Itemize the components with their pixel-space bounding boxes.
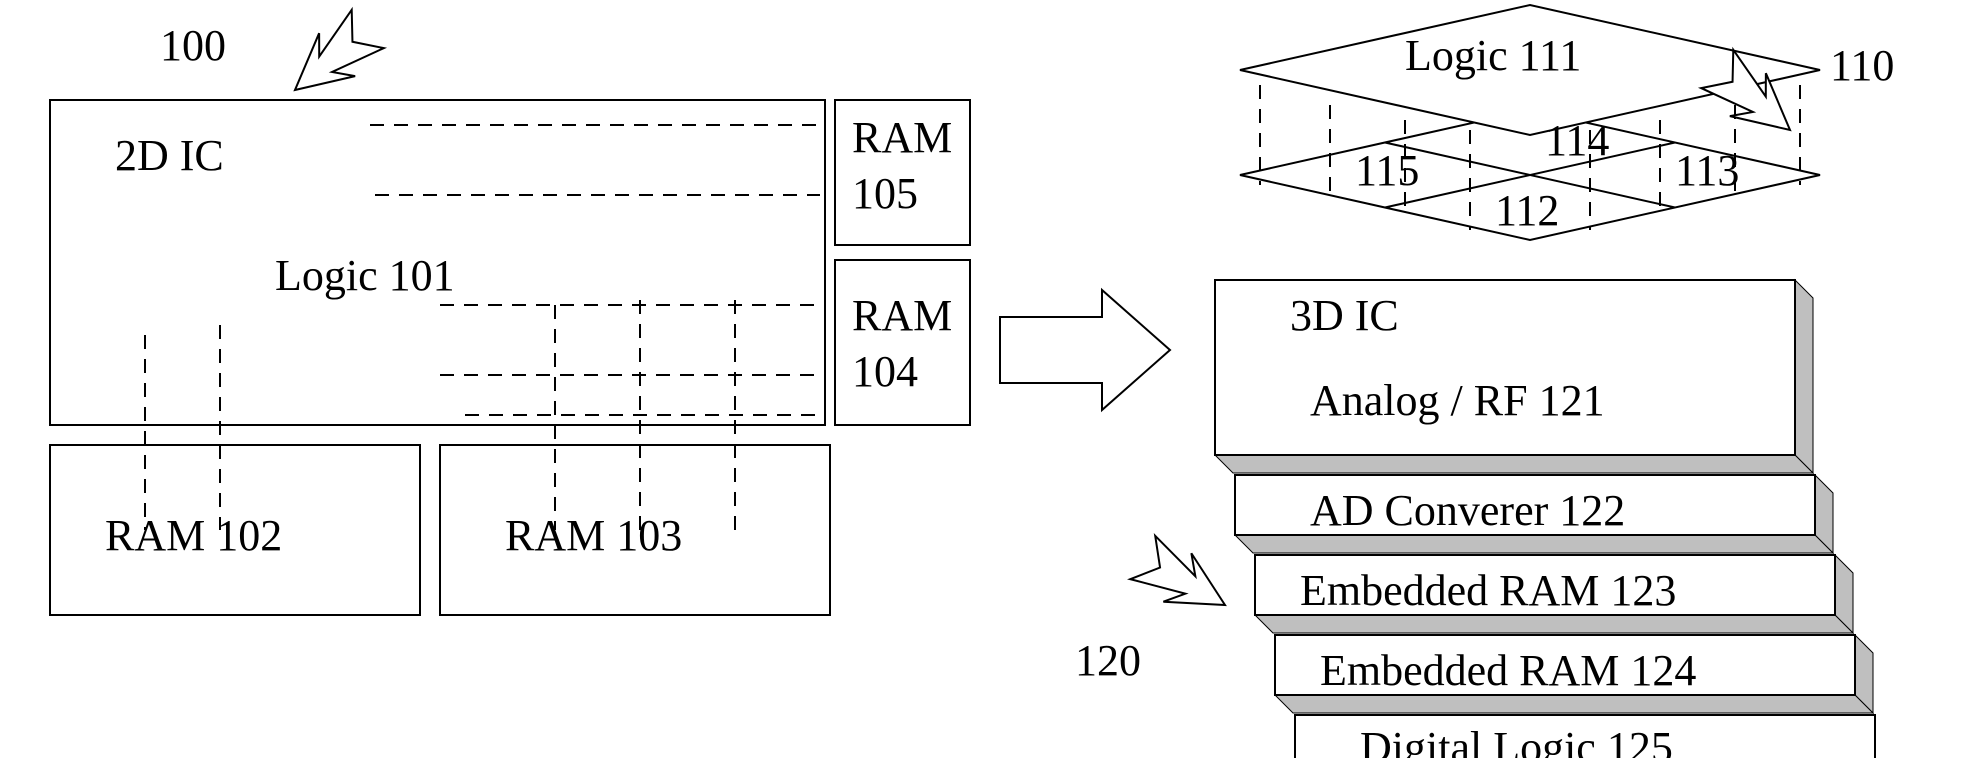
layer-shadow-bottom xyxy=(1255,615,1853,633)
layer-shadow-bottom xyxy=(1275,695,1873,713)
label-layer-1: AD Converer 122 xyxy=(1310,486,1625,535)
label-114: 114 xyxy=(1545,116,1609,165)
label-ram-104a: RAM xyxy=(852,291,952,340)
title-3d-ic: 3D IC xyxy=(1290,291,1399,340)
label-ram-102: RAM 102 xyxy=(105,511,282,560)
ref-110: 110 xyxy=(1830,41,1894,90)
label-logic-111: Logic 111 xyxy=(1405,31,1581,80)
label-layer-4: Digital Logic 125 xyxy=(1360,723,1673,758)
diagram-canvas: 2D IC Logic 101 RAM 105 RAM 104 RAM 102 RAM 103… xyxy=(0,0,1982,758)
label-ram-103: RAM 103 xyxy=(505,511,682,560)
label-112: 112 xyxy=(1495,186,1559,235)
layer-shadow-bottom xyxy=(1235,535,1833,553)
label-layer-3: Embedded RAM 124 xyxy=(1320,646,1696,695)
layer-shadow-bottom xyxy=(1215,455,1813,473)
label-layer-0: Analog / RF 121 xyxy=(1310,376,1605,425)
transition-arrow xyxy=(1000,290,1170,410)
pointer-arrow xyxy=(277,7,386,111)
label-115: 115 xyxy=(1355,146,1419,195)
label-113: 113 xyxy=(1675,146,1739,195)
label-ram-105a: RAM xyxy=(852,113,952,162)
pointer-arrow xyxy=(1129,533,1239,629)
ref-120: 120 xyxy=(1075,636,1141,685)
ram-104-box xyxy=(835,260,970,425)
label-layer-2: Embedded RAM 123 xyxy=(1300,566,1676,615)
layer-shadow-right xyxy=(1795,280,1813,473)
label-logic-101: Logic 101 xyxy=(275,251,455,300)
title-2d-ic: 2D IC xyxy=(115,131,224,180)
label-ram-105b: 105 xyxy=(852,169,918,218)
label-ram-104b: 104 xyxy=(852,347,918,396)
ref-100: 100 xyxy=(160,21,226,70)
